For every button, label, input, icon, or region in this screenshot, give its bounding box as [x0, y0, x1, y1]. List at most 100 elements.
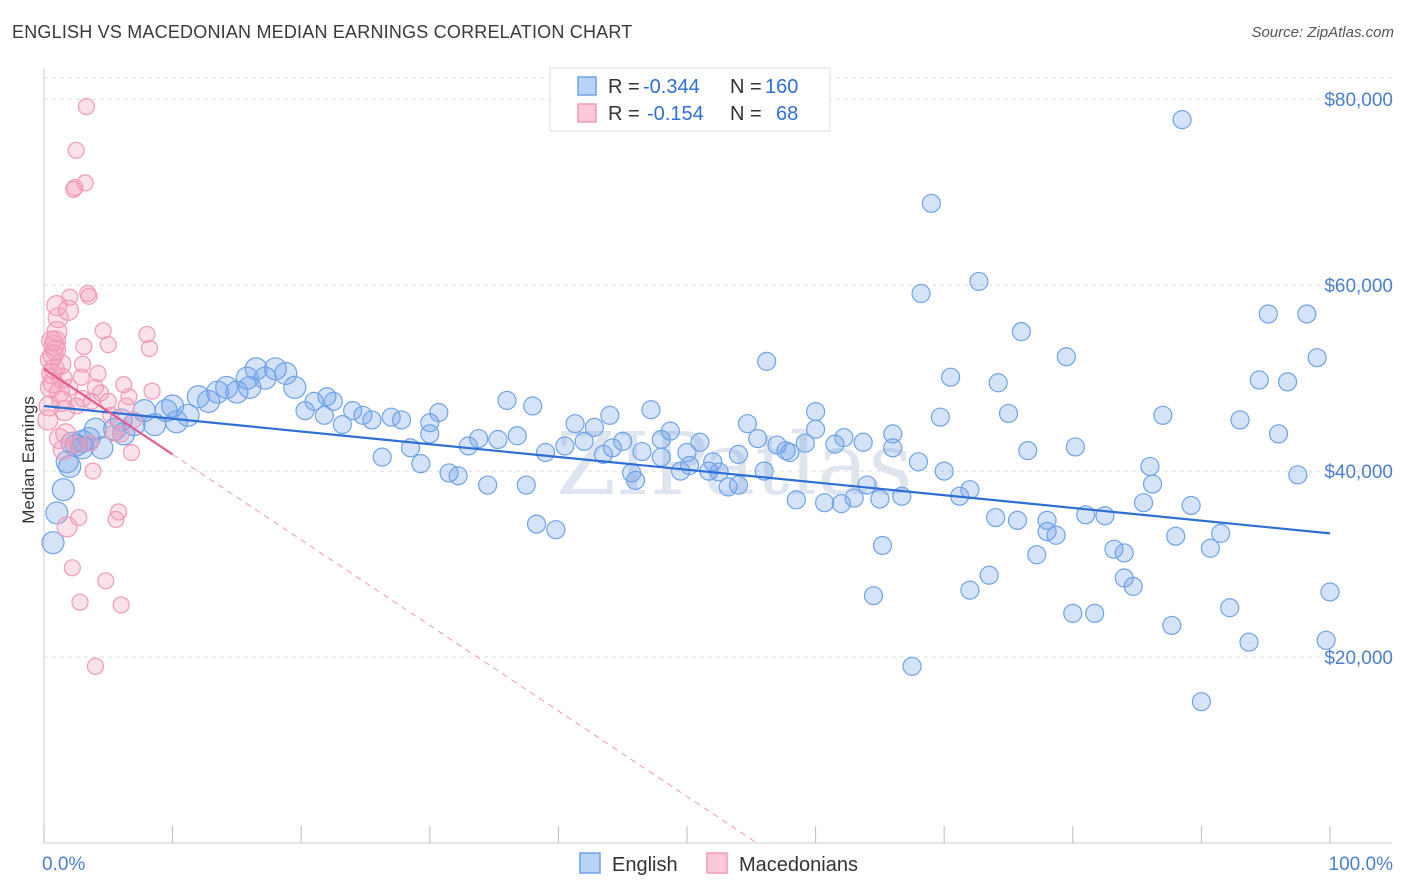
english-point-112 [1114, 543, 1134, 563]
english-point-154 [1037, 521, 1057, 542]
macedonian-point-30 [79, 284, 97, 303]
english-point-163 [754, 461, 774, 481]
macedonian-point-58 [44, 339, 67, 361]
english-point-46 [478, 475, 498, 495]
english-point-85 [853, 432, 873, 452]
english-point-93 [930, 407, 950, 427]
english-point-53 [546, 520, 566, 540]
english-trend-line [43, 404, 1331, 535]
english-point-119 [1181, 495, 1201, 516]
macedonian-point-28 [76, 174, 94, 192]
english-point-143 [238, 375, 262, 400]
macedonian-point-45 [112, 596, 130, 614]
english-point-65 [660, 421, 680, 441]
english-point-150 [1166, 526, 1186, 546]
english-point-73 [737, 414, 758, 434]
macedonian-point-36 [89, 364, 107, 383]
english-point-142 [317, 387, 337, 407]
english-point-130 [1288, 465, 1308, 485]
english-point-43 [448, 466, 468, 486]
english-point-63 [641, 400, 661, 420]
english-point-141 [420, 424, 440, 444]
english-point-31 [332, 415, 352, 435]
english-point-86 [863, 586, 884, 606]
english-point-123 [1220, 598, 1240, 618]
macedonian-point-18 [63, 559, 81, 577]
english-point-35 [372, 447, 392, 467]
english-point-117 [1162, 615, 1182, 636]
english-point-80 [805, 401, 826, 422]
english-point-100 [998, 403, 1019, 424]
english-point-124 [1230, 410, 1250, 430]
english-point-118 [1172, 110, 1192, 130]
english-point-39 [411, 454, 431, 474]
english-point-131 [1297, 304, 1317, 324]
english-point-114 [1133, 493, 1154, 513]
english-point-92 [921, 193, 941, 213]
english-point-167 [625, 470, 646, 490]
english-point-81 [815, 493, 835, 513]
english-point-153 [1063, 603, 1083, 623]
macedonian-point-49 [122, 443, 141, 462]
macedonian-point-27 [75, 337, 93, 356]
english-point-135 [1011, 322, 1031, 342]
english-point-29 [314, 405, 334, 425]
legend-swatch-english [577, 76, 597, 96]
english-point-49 [507, 426, 527, 446]
english-point-59 [602, 438, 623, 458]
english-point-0 [41, 531, 65, 555]
macedonian-point-32 [81, 434, 99, 452]
english-point-144 [161, 394, 185, 418]
legend-n-label-english: N = [730, 76, 762, 98]
macedonian-trend-line [43, 367, 174, 456]
macedonian-point-12 [52, 439, 74, 461]
macedonian-point-25 [72, 368, 90, 386]
english-point-116 [1153, 405, 1173, 425]
english-point-161 [831, 494, 851, 514]
macedonian-point-35 [86, 657, 105, 675]
english-point-99 [988, 373, 1008, 393]
y-tick-labels: $20,000 $40,000 $60,000 $80,000 [1324, 90, 1393, 669]
macedonian-point-51 [138, 325, 156, 344]
english-point-87 [872, 535, 893, 556]
english-point-164 [728, 475, 749, 495]
chart-source: Source: ZipAtlas.com [1251, 24, 1394, 41]
english-point-62 [632, 441, 652, 462]
x-tick-label-1: 100.0% [1329, 854, 1394, 875]
english-point-28 [304, 391, 324, 411]
english-point-152 [1114, 568, 1134, 588]
english-point-120 [1191, 692, 1212, 712]
bottom-legend: English Macedonians [579, 852, 858, 876]
macedonian-point-23 [70, 508, 88, 527]
chart-title: ENGLISH VS MACEDONIAN MEDIAN EARNINGS CO… [12, 22, 633, 42]
macedonian-point-39 [97, 572, 115, 590]
english-point-90 [902, 656, 922, 676]
english-point-47 [488, 429, 508, 450]
english-point-56 [574, 431, 594, 451]
english-point-101 [1007, 510, 1028, 530]
english-point-44 [458, 436, 478, 456]
y-tick-label-2: $60,000 [1324, 276, 1393, 297]
english-point-79 [795, 433, 815, 453]
english-point-127 [1258, 304, 1278, 324]
english-point-159 [883, 438, 903, 458]
english-point-17 [197, 389, 221, 413]
bottom-label-macedonian: Macedonians [739, 854, 858, 876]
english-point-126 [1249, 370, 1269, 390]
english-point-32 [343, 401, 363, 421]
english-point-166 [677, 442, 697, 463]
english-point-122 [1211, 523, 1231, 543]
macedonian-point-21 [67, 141, 85, 159]
macedonian-point-64 [73, 355, 92, 373]
english-point-72 [728, 444, 749, 464]
english-point-57 [584, 417, 605, 437]
english-point-137 [780, 442, 800, 463]
y-tick-label-1: $40,000 [1324, 462, 1393, 483]
macedonian-point-67 [112, 425, 130, 443]
x-tick-labels: 0.0% 100.0% [42, 854, 1393, 875]
english-point-165 [703, 452, 723, 472]
macedonian-point-20 [66, 178, 84, 197]
english-point-55 [565, 414, 585, 434]
english-point-134 [1320, 582, 1340, 602]
english-point-60 [613, 431, 633, 451]
